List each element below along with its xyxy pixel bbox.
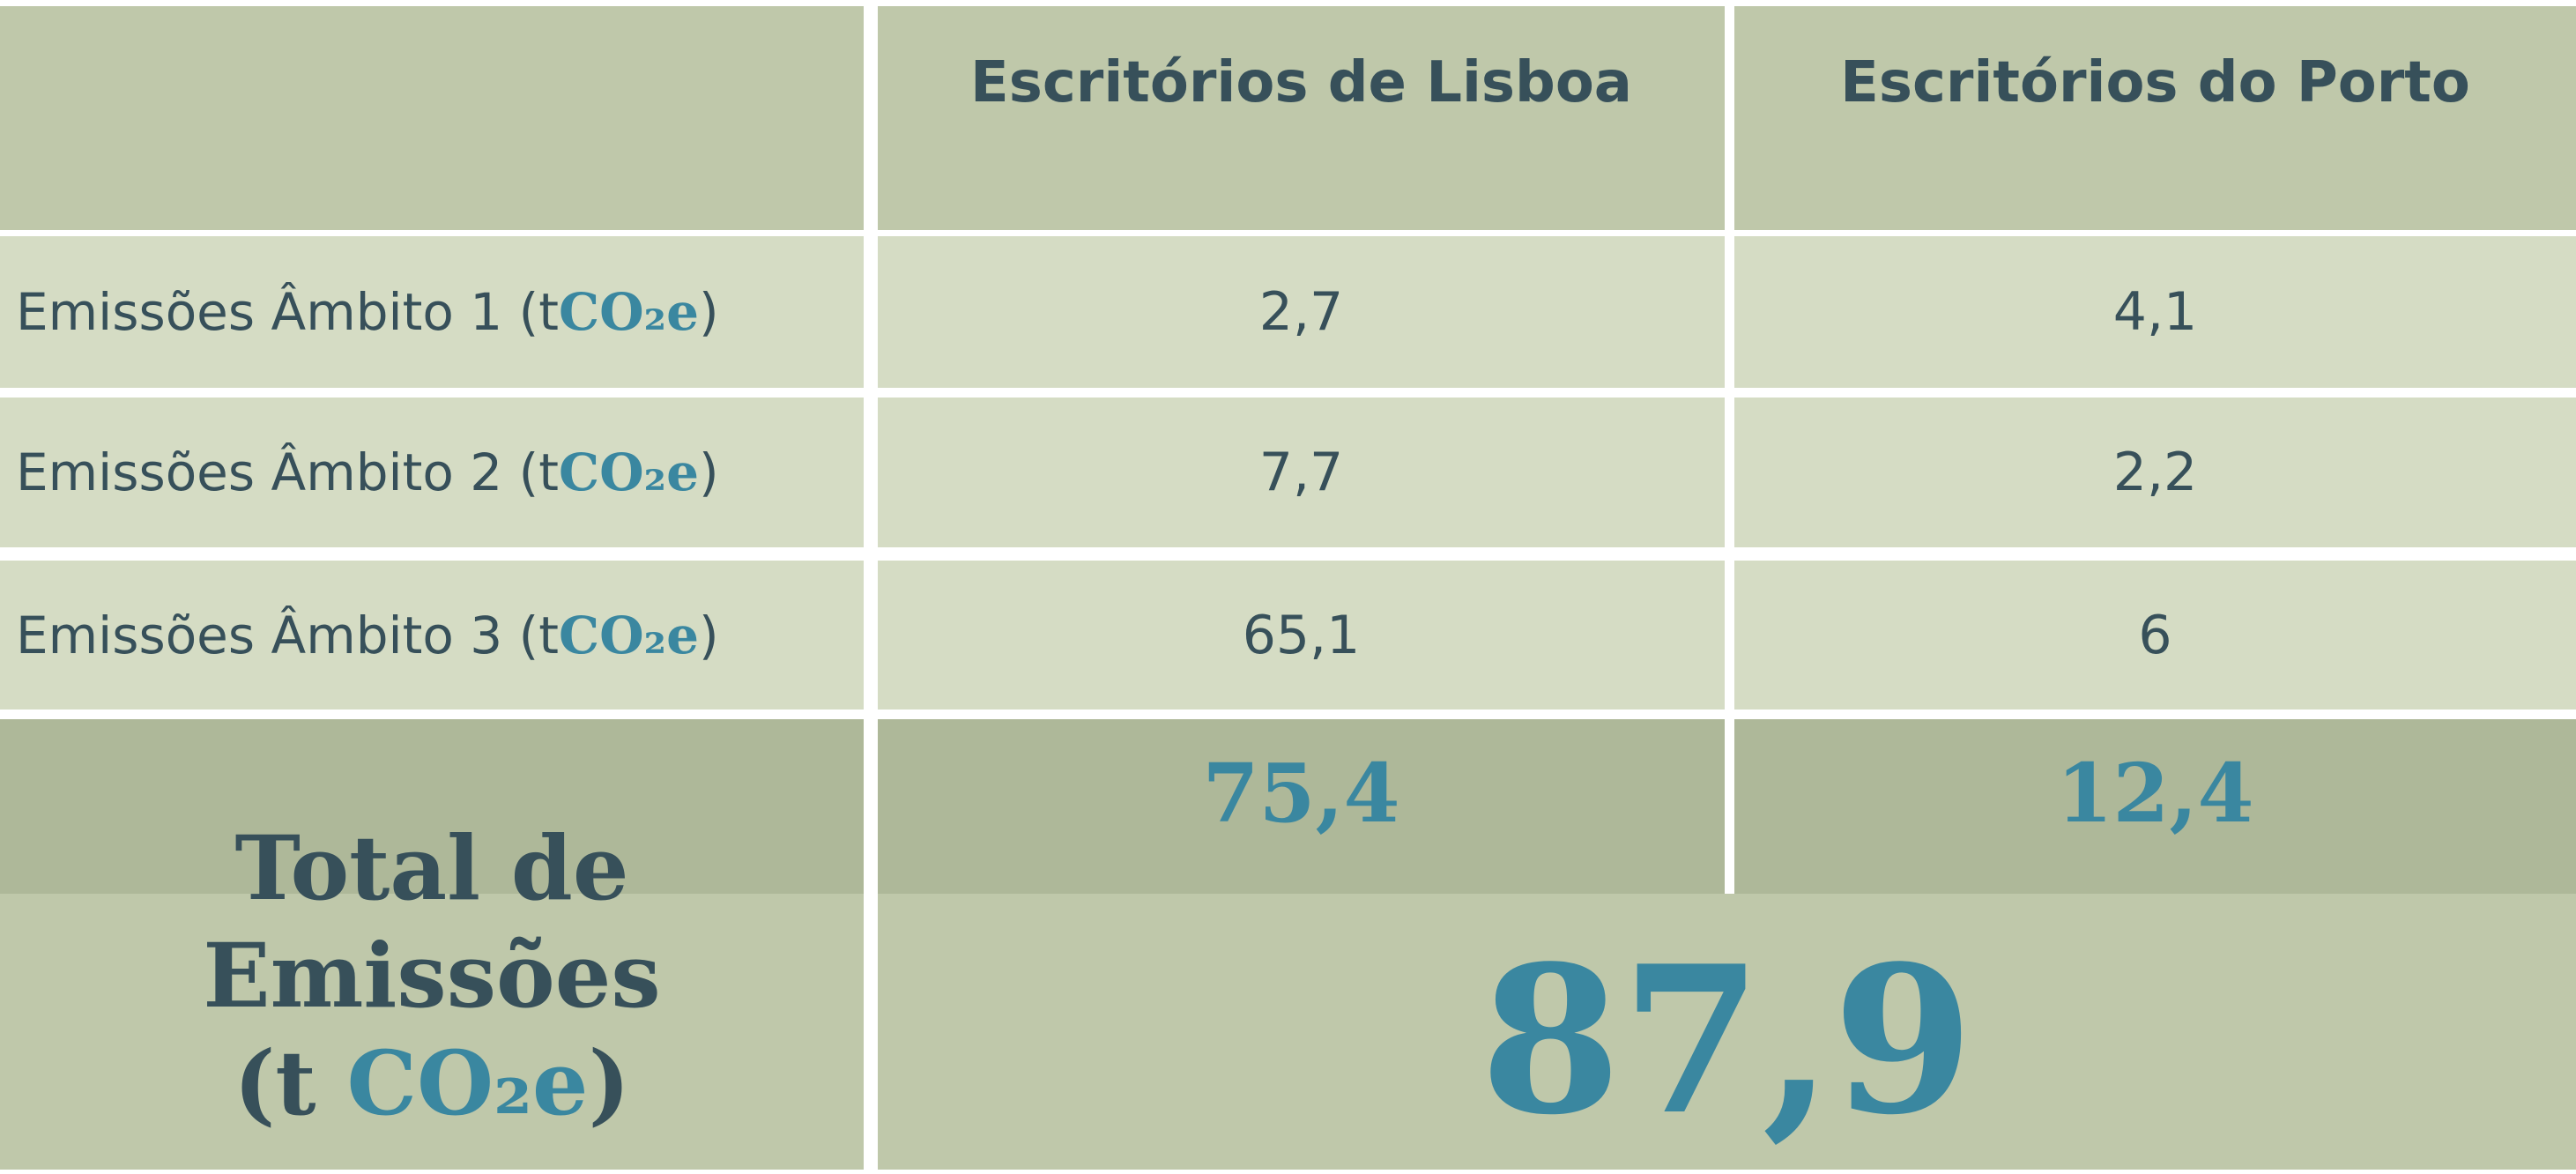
value-cell: 6: [1734, 561, 2576, 710]
value-cell: 65,1: [878, 561, 1725, 710]
row-label: Emissões Âmbito 3 (t CO₂e): [0, 561, 864, 710]
row-label: Emissões Âmbito 1 (t CO₂e): [0, 236, 864, 388]
column-header: Escritórios de Lisboa: [878, 6, 1725, 230]
label-text: Emissões Âmbito 3 (t: [16, 605, 559, 665]
label-line: Emissões: [203, 923, 661, 1028]
value-cell: 7,7: [878, 398, 1725, 547]
value-cell: 2,7: [878, 236, 1725, 388]
unit: CO₂e: [559, 282, 699, 342]
label-text: ): [699, 282, 719, 342]
total-label: Total de Emissões (t CO₂e): [0, 719, 864, 1170]
label-text: ): [699, 442, 719, 502]
label-text: ): [699, 605, 719, 665]
total-value: 75,4: [878, 719, 1725, 894]
row-label: Emissões Âmbito 2 (t CO₂e): [0, 398, 864, 547]
value-cell: 4,1: [1734, 236, 2576, 388]
label-text: (t: [234, 1030, 347, 1135]
label-text: Emissões Âmbito 2 (t: [16, 442, 559, 502]
column-header: Escritórios do Porto: [1734, 6, 2576, 230]
header-corner: [0, 6, 864, 230]
unit: CO₂e: [346, 1030, 589, 1135]
grand-total: 87,9: [878, 894, 2576, 1170]
value-cell: 2,2: [1734, 398, 2576, 547]
unit: CO₂e: [559, 442, 699, 502]
total-value: 12,4: [1734, 719, 2576, 894]
label-line: (t CO₂e): [234, 1029, 630, 1137]
label-line: Total de: [234, 815, 629, 920]
unit: CO₂e: [559, 605, 699, 665]
label-text: ): [588, 1030, 630, 1135]
label-text: Emissões Âmbito 1 (t: [16, 282, 559, 342]
